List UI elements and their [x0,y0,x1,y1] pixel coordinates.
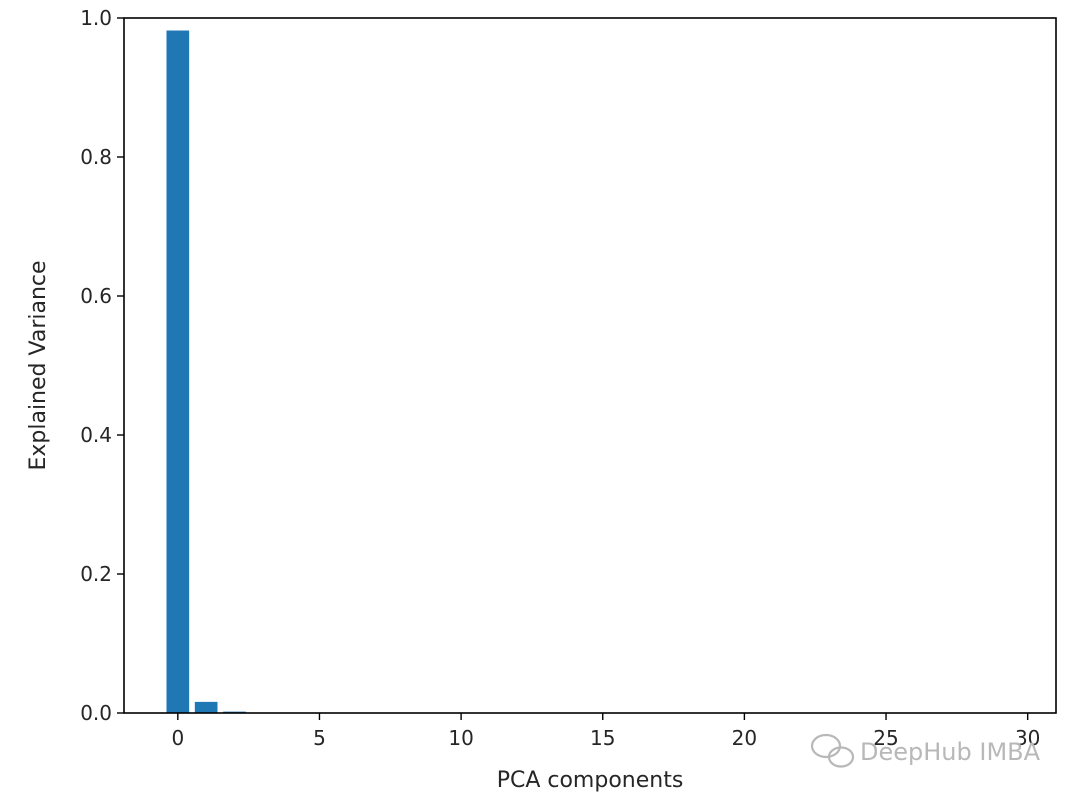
bar [194,701,218,713]
bar [166,30,190,713]
bars-group [166,30,246,713]
x-tick-label: 20 [732,726,757,750]
x-tick-label: 30 [1015,726,1040,750]
x-tick-label: 25 [873,726,898,750]
y-tick-label: 0.8 [80,145,112,169]
y-axis-ticks: 0.0 0.2 0.4 0.6 0.8 1.0 [80,6,124,725]
y-tick-label: 1.0 [80,6,112,30]
y-tick-label: 0.2 [80,562,112,586]
x-axis-ticks: 0 5 10 15 20 25 30 [171,713,1040,750]
x-tick-label: 5 [313,726,326,750]
x-tick-label: 0 [171,726,184,750]
wechat-icon [810,733,855,768]
watermark-text: DeepHub IMBA [860,738,1041,766]
y-tick-label: 0.0 [80,701,112,725]
watermark: DeepHub IMBA [810,733,1041,768]
x-tick-label: 15 [590,726,615,750]
x-tick-label: 10 [448,726,473,750]
y-tick-label: 0.4 [80,423,112,447]
y-axis-label: Explained Variance [26,260,51,470]
plot-frame [123,17,1057,714]
x-axis-label: PCA components [497,768,684,793]
y-tick-label: 0.6 [80,284,112,308]
